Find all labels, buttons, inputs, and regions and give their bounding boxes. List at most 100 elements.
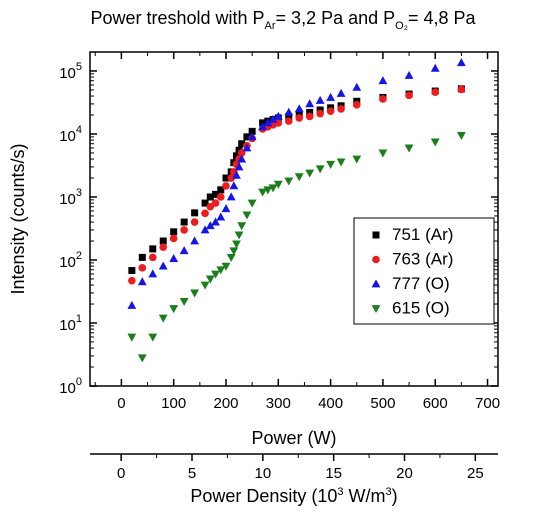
data-point (237, 222, 247, 231)
chart-title: Power treshold with PAr= 3,2 Pa and PO₂=… (90, 8, 476, 32)
data-points (127, 58, 466, 363)
data-point (190, 218, 199, 226)
data-point (212, 190, 220, 198)
data-point (336, 88, 346, 97)
y-tick-label: 104 (59, 124, 82, 145)
data-point (217, 186, 225, 194)
data-point (337, 105, 345, 113)
x2-tick-label: 5 (188, 465, 196, 482)
data-point (180, 226, 188, 234)
data-point (305, 169, 315, 178)
data-point (159, 243, 168, 251)
data-point (170, 228, 178, 236)
data-point (326, 92, 336, 101)
data-point (457, 85, 466, 94)
data-point (190, 236, 200, 245)
x-tick-label: 300 (266, 395, 291, 412)
data-point (200, 225, 210, 234)
data-point (404, 144, 414, 153)
data-point (306, 108, 314, 116)
data-point (273, 180, 283, 189)
data-point (284, 117, 293, 125)
legend-marker (371, 279, 381, 288)
data-point (295, 114, 304, 122)
data-point (352, 101, 361, 109)
data-point (221, 204, 231, 213)
x-tick-label: 400 (318, 395, 343, 412)
y-tick-label: 101 (59, 313, 82, 334)
data-point (127, 333, 137, 342)
data-point (191, 209, 199, 217)
data-point (216, 212, 226, 221)
data-point (201, 199, 209, 207)
y-tick-label: 100 (59, 376, 82, 397)
data-point (305, 99, 315, 108)
data-point (316, 109, 324, 118)
data-point (237, 154, 247, 163)
data-point (295, 110, 303, 118)
data-point (148, 253, 157, 262)
x2-tick-label: 10 (254, 465, 271, 482)
data-point (180, 218, 188, 226)
data-point (258, 188, 268, 197)
legend-label: 751 (Ar) (392, 225, 453, 244)
x2-axis: 0 5 10 15 20 25 (90, 453, 498, 482)
data-point (226, 253, 236, 262)
series-2 (127, 58, 466, 309)
data-point (159, 237, 167, 245)
y-tick-label: 102 (59, 250, 82, 271)
y-tick-label: 103 (59, 187, 82, 208)
legend-marker (372, 255, 380, 264)
data-point (179, 246, 189, 255)
x-tick-label: 500 (370, 395, 395, 412)
x-tick-label: 200 (213, 395, 238, 412)
data-point (211, 270, 220, 279)
data-point (456, 131, 466, 140)
data-point (128, 276, 136, 285)
data-point (315, 95, 325, 104)
y-axis-title: Intensity (counts/s) (8, 143, 28, 294)
data-point (234, 162, 244, 171)
data-point (222, 174, 230, 182)
data-point (243, 133, 251, 141)
data-point (158, 314, 168, 323)
data-point (148, 269, 158, 278)
data-point (138, 253, 146, 261)
x-axis-title: Power (W) (252, 428, 337, 448)
data-point (221, 262, 231, 271)
data-point (169, 305, 179, 314)
data-point (211, 217, 220, 226)
x-tick-label: 700 (475, 395, 500, 412)
data-point (379, 95, 387, 103)
x2-tick-label: 25 (467, 465, 484, 482)
x-axis: 0 100 200 300 400 500 600 700 (94, 52, 500, 412)
legend-marker (372, 231, 380, 239)
data-point (128, 267, 136, 275)
data-point (222, 182, 230, 190)
data-point (179, 298, 189, 307)
data-point (242, 143, 252, 152)
data-point (263, 118, 273, 127)
data-point (127, 300, 137, 309)
data-point (352, 155, 362, 164)
data-point (137, 277, 147, 286)
data-point (211, 199, 220, 207)
data-point (248, 127, 256, 135)
data-point (326, 107, 335, 115)
y-tick-label: 105 (59, 61, 82, 82)
data-point (232, 240, 241, 249)
data-point (305, 112, 314, 121)
legend: 751 (Ar) 763 (Ar) 777 (O) 615 (O) (353, 217, 495, 325)
data-point (226, 192, 236, 201)
data-point (190, 289, 200, 298)
data-point (273, 111, 283, 120)
data-point (229, 247, 239, 256)
data-point (378, 76, 388, 85)
data-point (138, 264, 147, 272)
x2-tick-label: 0 (117, 465, 125, 482)
data-point (232, 170, 241, 179)
data-point (456, 58, 466, 67)
plot-frame (89, 51, 499, 387)
data-point (430, 63, 440, 72)
data-point (352, 82, 362, 91)
